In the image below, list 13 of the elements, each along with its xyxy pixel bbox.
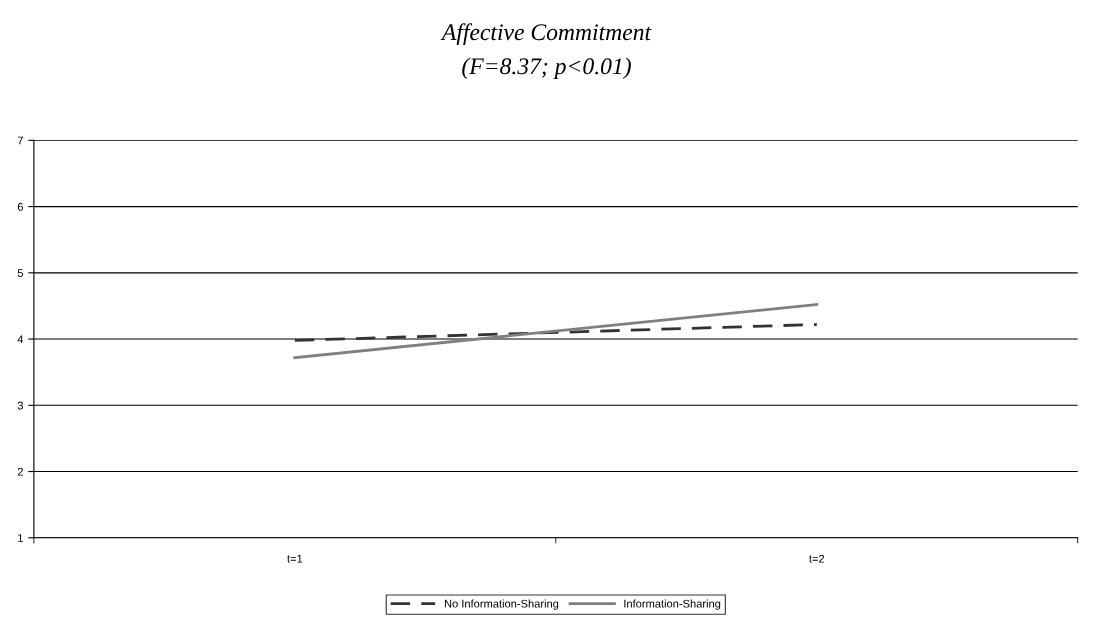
x-tick-label: t=1: [287, 554, 303, 563]
y-tick-label: 5: [17, 269, 23, 277]
legend-label: Information-Sharing: [624, 599, 721, 610]
y-tick-label: 7: [17, 136, 23, 145]
legend-label: No Information-Sharing: [444, 599, 559, 610]
y-tick-label: 6: [17, 202, 23, 211]
y-tick-label: 1: [18, 534, 23, 542]
chart-subtitle: (F=8.37; p<0.01): [462, 57, 631, 80]
y-tick-label: 4: [17, 335, 24, 344]
y-tick-label: 2: [17, 467, 23, 476]
y-tick-label: 3: [17, 401, 23, 410]
chart-title: Affective Commitment: [440, 23, 652, 45]
x-tick-label: t=2: [809, 554, 825, 563]
